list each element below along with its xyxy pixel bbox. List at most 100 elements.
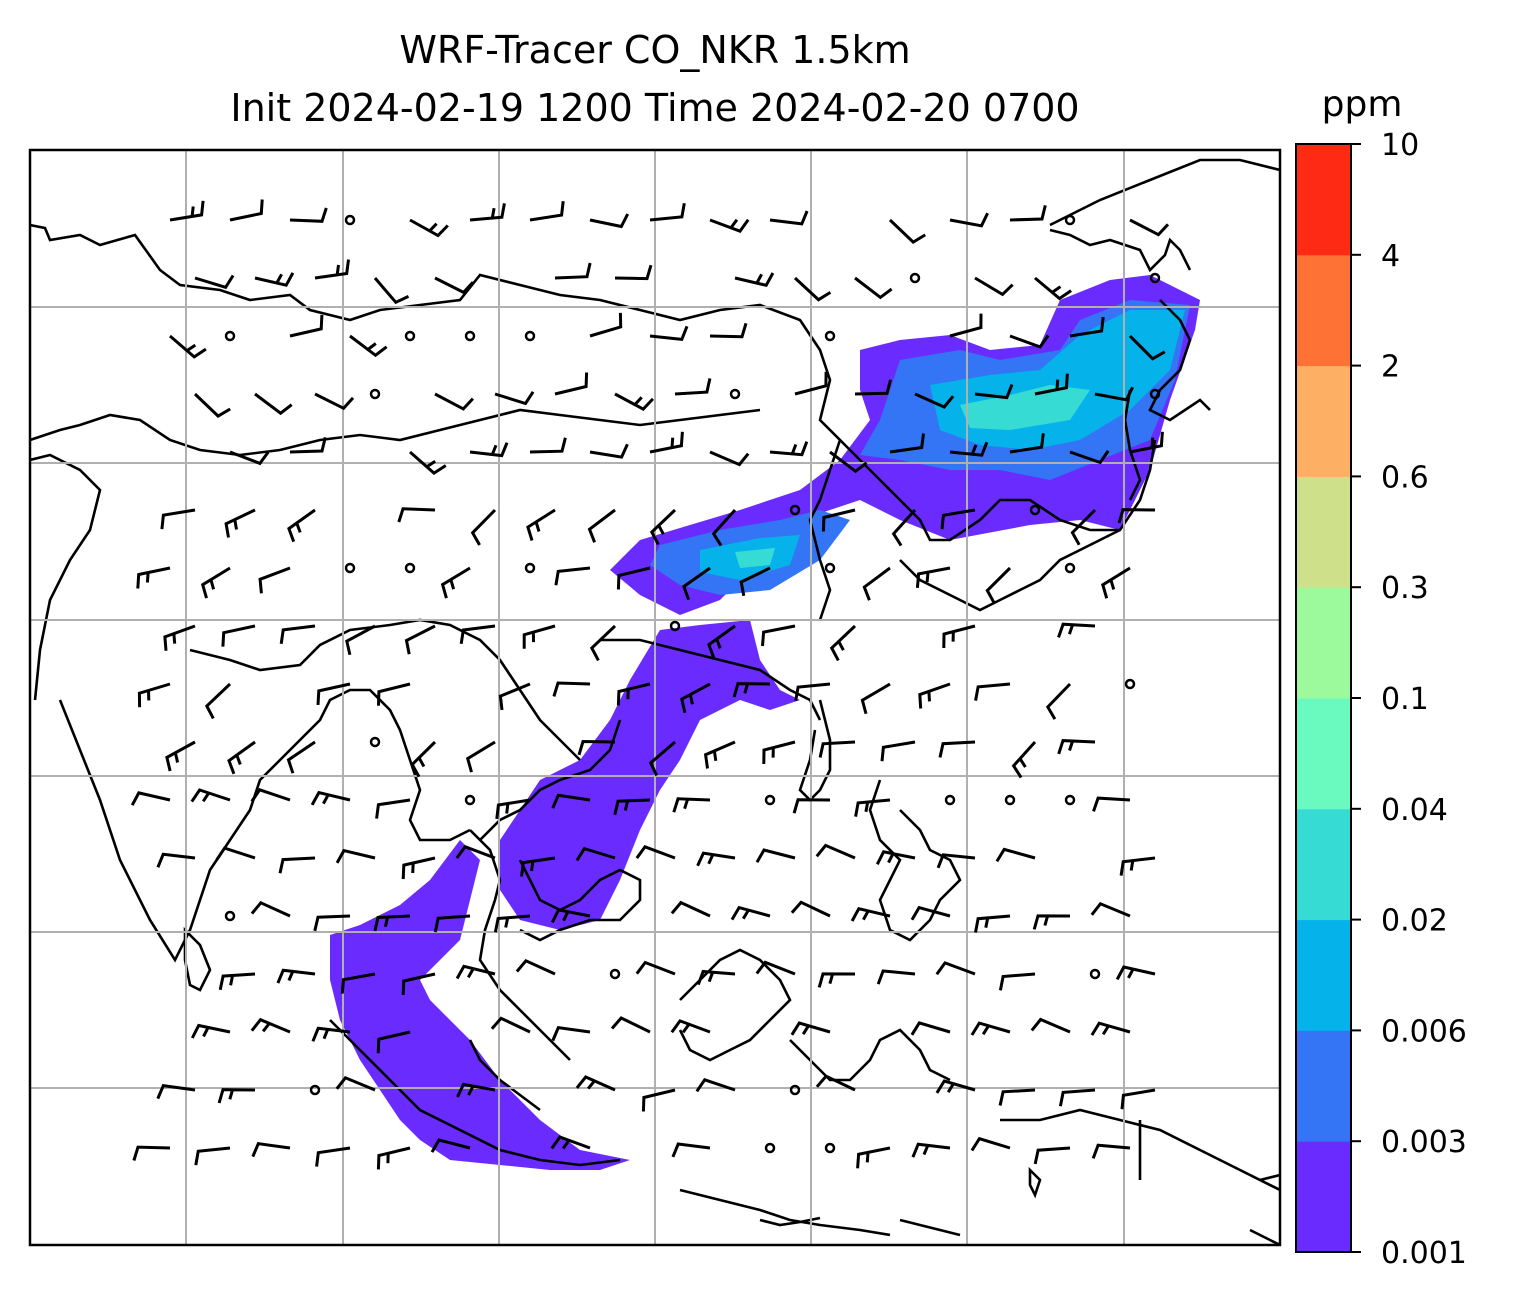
calm-wind-marker [464,330,476,342]
calm-wind-marker [524,562,536,574]
wind-barbs [130,199,1170,1170]
calm-wind-marker [764,1142,776,1154]
wind-barb [410,740,437,778]
calm-wind-marker [1064,794,1076,806]
colorbar-segment [1296,587,1351,699]
calm-wind-marker [224,910,236,922]
calm-wind-marker [669,620,681,632]
wind-barb [529,201,565,222]
wind-barb [587,508,616,543]
wind-barb [998,1088,1036,1106]
wind-barb [469,442,509,458]
wind-barb [289,437,327,454]
wind-barb [156,852,196,868]
wind-barb [1045,682,1072,720]
wind-barb [404,624,436,655]
wind-barb [459,624,496,645]
wind-barb [649,508,677,546]
calm-wind-marker [344,214,356,226]
wind-barb [739,566,771,597]
wind-barb [310,790,351,806]
wind-barb [876,969,916,985]
wind-barb [709,218,750,234]
wind-barb [696,851,736,867]
wind-barb [132,1145,171,1161]
wind-barb [455,844,496,860]
calm-wind-marker [464,794,476,806]
wind-barb [278,856,316,874]
wind-barb [998,972,1036,991]
colorbar-tick-label: 0.003 [1381,1125,1467,1160]
wind-barb [891,508,917,547]
wind-barb [794,371,828,396]
calm-wind-marker [789,504,801,516]
wind-barb [456,1082,496,1098]
wind-barb [401,856,436,880]
wind-barb [936,853,976,869]
wind-barb [762,740,796,765]
wind-barb [1034,276,1072,301]
wind-barb [707,624,736,659]
wind-barb [469,203,506,222]
wind-barb [854,276,893,300]
calm-wind-marker [944,794,956,806]
calm-wind-marker [1149,272,1161,284]
wind-barb [289,314,324,338]
wind-barb [889,433,925,454]
chart-title-line2: Init 2024-02-19 1200 Time 2024-02-20 070… [230,86,1080,130]
wind-barb [194,274,235,290]
wind-barb [815,1074,856,1092]
wind-barb [696,969,736,986]
wind-barb [376,1146,411,1170]
wind-barb [589,443,629,459]
calm-wind-marker [824,330,836,342]
wind-barb [703,740,736,769]
wind-barb [1090,901,1131,918]
wind-barb [1009,334,1050,349]
wind-barb [860,682,891,715]
wind-barb [682,566,711,601]
wind-barb [156,1084,196,1100]
wind-barb [829,624,857,662]
wind-barb [522,624,556,649]
colorbar-segment [1296,1141,1351,1253]
wind-barb [137,682,171,708]
calm-wind-marker [789,1084,801,1096]
wind-barb [974,914,1011,933]
wind-barb [649,325,689,342]
wind-barb [490,1016,531,1034]
wind-barb [529,437,567,454]
colorbar-segment [1296,1030,1351,1142]
wind-barb [409,218,449,238]
wind-barb [790,900,831,918]
wind-barb [589,312,623,338]
wind-barb [494,390,535,406]
wind-barb [279,624,316,645]
wind-barb [829,450,868,474]
tracer-plume-north [610,275,1200,615]
wind-barb [434,392,474,411]
wind-barb [974,276,1014,297]
calm-wind-marker [609,968,621,980]
wind-barb [227,740,256,775]
calm-wind-marker [729,388,741,400]
wind-barb [552,681,591,697]
wind-barb [194,1146,231,1166]
wind-barb [671,1142,711,1158]
wind-barb [575,846,616,862]
wind-barb [888,218,926,244]
wind-barb [1032,914,1071,930]
wind-barb [711,508,737,547]
wind-barb [730,905,771,921]
calm-wind-marker [764,794,776,806]
wind-barb [200,566,231,599]
calm-wind-marker [344,562,356,574]
wind-barb [856,1146,891,1169]
wind-barb [218,972,256,991]
wind-barb [215,846,256,861]
wind-barb [818,740,856,758]
wind-barb [915,566,951,589]
wind-barb [672,797,711,813]
wind-barb [551,1026,591,1042]
wind-barb [373,914,411,932]
